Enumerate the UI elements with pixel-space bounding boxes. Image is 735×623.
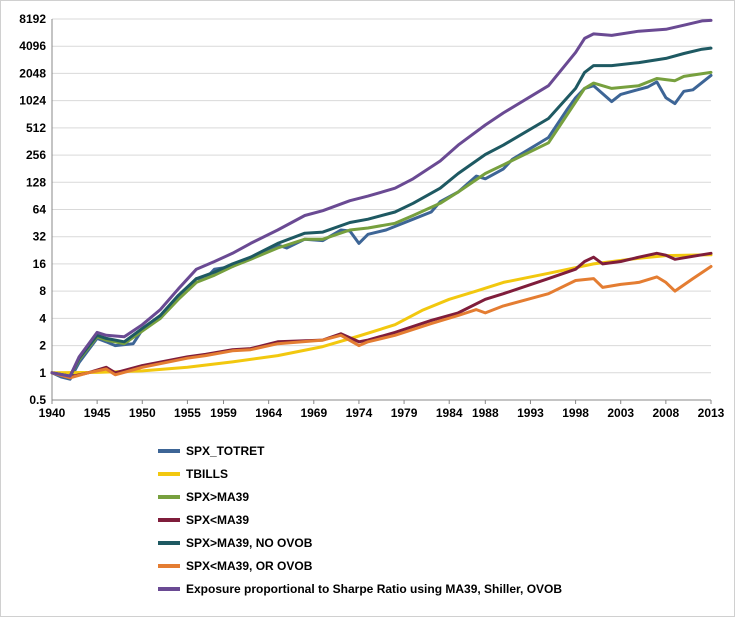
legend: SPX_TOTRET TBILLS SPX>MA39 SPX<MA39 SPX>MA39… [158, 444, 562, 596]
series-layer [50, 18, 713, 381]
series-line-3 [50, 251, 713, 379]
x-tick-label: 1974 [346, 406, 373, 420]
y-tick-label: 16 [33, 257, 47, 271]
x-tick-label: 1979 [391, 406, 418, 420]
x-tick-label: 1988 [472, 406, 499, 420]
series-line-4 [50, 46, 713, 378]
series-line-1 [50, 253, 713, 375]
y-tick-label: 2 [39, 339, 46, 353]
series-line-2 [50, 70, 713, 378]
x-tick-label: 1984 [436, 406, 463, 420]
x-tick-label: 1993 [517, 406, 544, 420]
series-line-5 [50, 265, 713, 380]
y-tick-label: 256 [26, 148, 46, 162]
legend-label: SPX>MA39 [186, 490, 249, 504]
y-tick-label: 0.5 [29, 393, 46, 407]
y-tick-label: 512 [26, 121, 46, 135]
x-tick-label: 1955 [174, 406, 201, 420]
legend-label: SPX>MA39, NO OVOB [186, 536, 313, 550]
grid-layer [52, 18, 711, 401]
legend-label: SPX_TOTRET [186, 444, 265, 458]
series-line-6 [50, 18, 713, 378]
x-tick-label: 1959 [210, 406, 237, 420]
x-tick-label: 2013 [698, 406, 725, 420]
y-tick-label: 8 [39, 284, 46, 298]
x-tick-label: 1969 [300, 406, 327, 420]
y-tick-label: 128 [26, 175, 46, 189]
series-line-0 [50, 73, 713, 381]
x-tick-label: 1998 [562, 406, 589, 420]
y-tick-label: 32 [33, 230, 47, 244]
axis-layer: 0.5 1 2 4 8 16 32 64 128 256 512 1024 2048 4096 8192 19… [19, 12, 724, 420]
x-tick-label: 1964 [255, 406, 282, 420]
x-tick-label: 1945 [84, 406, 111, 420]
y-tick-label: 4096 [19, 39, 46, 53]
y-tick-label: 1024 [19, 94, 46, 108]
y-tick-label: 8192 [19, 12, 46, 26]
x-tick-label: 1940 [39, 406, 66, 420]
x-tick-label: 1950 [129, 406, 156, 420]
x-tick-label: 2003 [607, 406, 634, 420]
x-tick-label: 2008 [653, 406, 680, 420]
legend-label: Exposure proportional to Sharpe Ratio us… [186, 582, 562, 596]
legend-label: TBILLS [186, 467, 228, 481]
legend-label: SPX<MA39 [186, 513, 249, 527]
y-tick-label: 4 [39, 311, 46, 325]
y-tick-label: 64 [33, 203, 47, 217]
y-tick-label: 1 [39, 366, 46, 380]
legend-label: SPX<MA39, OR OVOB [186, 559, 313, 573]
y-tick-label: 2048 [19, 66, 46, 80]
